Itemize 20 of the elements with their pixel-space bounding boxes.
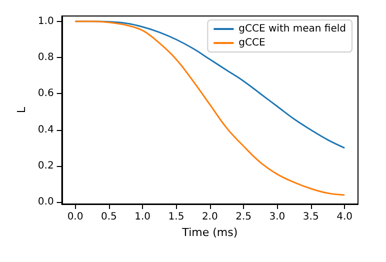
legend-label: gCCE with mean field [238, 24, 346, 34]
x-tick-label: 1.0 [134, 212, 151, 222]
y-axis-title: L [15, 106, 28, 114]
line-series [74, 20, 346, 196]
x-tick-label: 0.0 [67, 212, 84, 222]
y-tick-label: 0.2 [38, 160, 54, 172]
legend-label: gCCE [238, 38, 266, 48]
y-tick-label: 0.4 [38, 124, 54, 136]
x-tick-label: 3.5 [302, 212, 319, 222]
x-tick-label: 1.5 [168, 212, 184, 222]
x-tick-label: 3.0 [269, 212, 286, 222]
y-tick-label: 1.0 [38, 16, 54, 27]
x-tick-label: 2.0 [202, 212, 218, 222]
y-tick-label: 0.6 [38, 88, 54, 100]
x-tick-label: 2.5 [236, 212, 252, 222]
y-tick-label: 0.8 [38, 52, 54, 64]
x-axis-title: Time (ms) [181, 226, 238, 239]
x-tick-label: 4.0 [336, 212, 352, 222]
x-tick-label: 0.5 [100, 212, 117, 222]
y-tick-label: 0.0 [38, 196, 54, 208]
